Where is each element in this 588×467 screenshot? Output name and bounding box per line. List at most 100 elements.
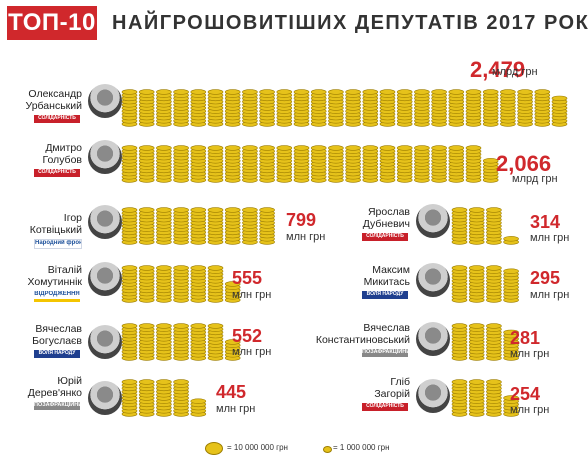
coin xyxy=(242,145,258,151)
coin xyxy=(379,145,396,151)
coin xyxy=(156,265,172,271)
coin xyxy=(551,95,568,102)
coin xyxy=(138,265,155,271)
coin xyxy=(242,207,258,213)
coin xyxy=(156,207,172,213)
deputy-photo xyxy=(88,140,122,174)
coin xyxy=(173,145,189,151)
coin xyxy=(362,145,379,151)
deputy-first-name: Вячеслав xyxy=(35,323,82,335)
coin xyxy=(451,265,468,271)
deputy-name: Юрій Дерев'янко xyxy=(28,375,82,399)
coin xyxy=(486,323,502,329)
coin xyxy=(156,379,172,385)
coin-bar xyxy=(121,379,207,417)
deputy-photo xyxy=(416,263,450,297)
coin xyxy=(486,265,502,271)
coin xyxy=(431,89,447,95)
deputy-photo xyxy=(88,381,122,415)
coin xyxy=(503,236,519,242)
party-badge: СОЛІДАРНІСТЬ xyxy=(34,169,80,177)
deputy-photo xyxy=(88,262,122,296)
coin xyxy=(310,89,327,95)
coin xyxy=(207,207,224,213)
coin xyxy=(207,323,224,329)
coin xyxy=(156,323,172,329)
top10-badge: ТОП-10 xyxy=(7,6,97,40)
amount-value: 254 xyxy=(510,384,541,404)
coin xyxy=(138,207,155,213)
coin xyxy=(224,207,241,213)
amount-value: 281 xyxy=(510,328,541,348)
party-badge: СОЛІДАРНІСТЬ xyxy=(34,115,80,123)
deputy-name: Максим Микитась xyxy=(364,264,410,288)
party-badge: Народний фронт xyxy=(34,239,82,249)
coin xyxy=(414,145,430,151)
coin xyxy=(310,145,327,151)
coin xyxy=(448,145,465,151)
coin xyxy=(431,145,447,151)
coin xyxy=(517,89,533,95)
amount-unit: млн грн xyxy=(510,348,550,360)
deputy-last-name: Хомутиннік xyxy=(27,276,82,288)
coin xyxy=(328,145,344,151)
coin xyxy=(224,339,241,345)
deputy-first-name: Ігор xyxy=(63,212,82,224)
deputy-first-name: Олександр xyxy=(28,88,82,100)
coin xyxy=(138,89,155,95)
deputy-first-name: Гліб xyxy=(390,376,410,388)
legend-small-label: = 1 000 000 грн xyxy=(333,443,390,452)
coin xyxy=(173,323,189,329)
coin xyxy=(379,89,396,95)
header: ТОП-10 НАЙГРОШОВИТІШИХ ДЕПУТАТІВ 2017 РО… xyxy=(0,0,588,46)
coin-bar xyxy=(121,89,568,127)
coin xyxy=(293,145,310,151)
amount-unit: млрд грн xyxy=(492,66,538,78)
coin xyxy=(121,207,138,213)
coin xyxy=(482,158,499,164)
amount-value: 2,479 xyxy=(470,57,526,82)
coin xyxy=(121,379,138,385)
coin xyxy=(468,265,485,271)
coin xyxy=(207,265,224,271)
coin xyxy=(276,89,293,95)
coin xyxy=(293,89,310,95)
coin xyxy=(121,89,138,95)
coin xyxy=(190,89,207,95)
party-badge: ПОЗАФРАКЦІЙНИЙ xyxy=(34,402,80,410)
coin xyxy=(224,89,241,95)
party-badge: ПОЗАФРАКЦІЙНИЙ xyxy=(362,349,408,357)
deputy-name: Ігор Котвіцький xyxy=(30,212,82,236)
party-badge: ВОЛЯ НАРОДУ xyxy=(34,350,80,358)
coin xyxy=(224,281,241,287)
coin xyxy=(259,145,275,151)
coin xyxy=(207,145,224,151)
amount-unit: млн грн xyxy=(510,404,550,416)
deputy-first-name: Ярослав xyxy=(367,206,410,218)
page-title: НАЙГРОШОВИТІШИХ ДЕПУТАТІВ 2017 РОКУ xyxy=(112,12,588,34)
coin xyxy=(503,329,519,336)
amount-unit: млн грн xyxy=(530,289,570,301)
coin xyxy=(534,89,551,95)
coin xyxy=(173,207,189,213)
coin xyxy=(468,323,485,329)
amount-value: 445 xyxy=(216,382,247,402)
coin xyxy=(173,265,189,271)
coin xyxy=(396,145,413,151)
coin-bar xyxy=(121,207,275,245)
coin xyxy=(156,89,172,95)
coin xyxy=(500,89,516,95)
small-coin-icon xyxy=(323,446,332,453)
deputy-name: Вячеслав Богуслаєв xyxy=(32,323,82,347)
coin xyxy=(259,89,275,95)
amount-unit: млн грн xyxy=(286,231,326,243)
coin-bar xyxy=(451,207,519,245)
amount-value: 314 xyxy=(530,212,561,232)
coin xyxy=(451,323,468,329)
coin xyxy=(190,207,207,213)
deputy-first-name: Вячеслав xyxy=(363,322,410,334)
deputy-last-name: Голубов xyxy=(42,154,82,166)
coin xyxy=(156,145,172,151)
deputy-name: Олександр Урбанський xyxy=(26,88,83,112)
coin xyxy=(242,89,258,95)
